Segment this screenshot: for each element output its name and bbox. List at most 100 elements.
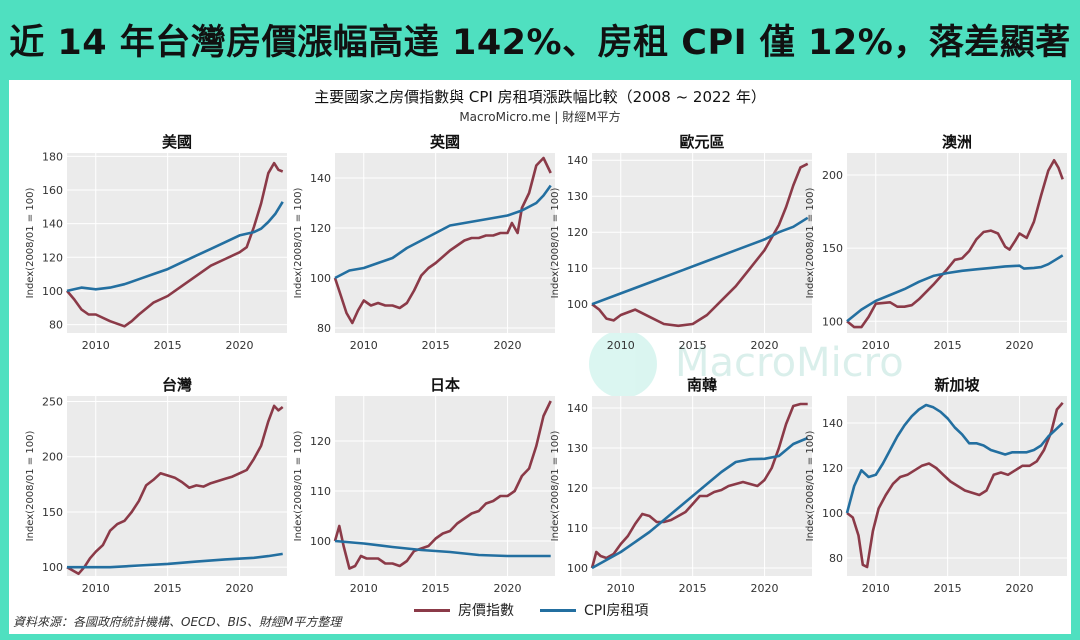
y-tick-label: 100 bbox=[567, 298, 588, 311]
subplot-title: 日本 bbox=[430, 376, 460, 394]
legend-item-house[interactable]: 房價指數 bbox=[414, 600, 514, 620]
y-axis-label: Index(2008/01 = 100) bbox=[550, 431, 561, 542]
y-tick-label: 110 bbox=[310, 485, 331, 498]
series-line-rent bbox=[334, 539, 551, 558]
y-tick-label: 120 bbox=[822, 462, 843, 475]
x-tick-label: 2015 bbox=[934, 582, 962, 595]
series-line-rent bbox=[66, 201, 284, 293]
x-tick-label: 2010 bbox=[82, 582, 110, 595]
x-tick-label: 2015 bbox=[154, 582, 182, 595]
source-note: 資料來源：各國政府統計機構、OECD、BIS、財經M平方整理 bbox=[13, 615, 342, 629]
x-tick-label: 2020 bbox=[226, 582, 254, 595]
y-tick-label: 120 bbox=[567, 226, 588, 239]
x-tick-label: 2010 bbox=[607, 339, 635, 352]
y-tick-label: 130 bbox=[567, 190, 588, 203]
y-axis-label: Index(2008/01 = 100) bbox=[293, 431, 304, 542]
x-tick-label: 2015 bbox=[154, 339, 182, 352]
y-tick-label: 120 bbox=[42, 251, 63, 264]
x-tick-label: 2010 bbox=[862, 339, 890, 352]
y-tick-label: 180 bbox=[42, 150, 63, 163]
y-tick-label: 100 bbox=[567, 562, 588, 575]
small-multiples-grid: 2010 2015 2020 80 100 120 140 160 180 美國 Index(200… bbox=[25, 133, 1067, 595]
legend-item-rent[interactable]: CPI房租項 bbox=[540, 600, 648, 620]
series-line-rent bbox=[67, 552, 283, 569]
y-tick-label: 200 bbox=[42, 451, 63, 464]
y-axis-label: Index(2008/01 = 100) bbox=[805, 431, 816, 542]
series-line-house bbox=[66, 404, 284, 576]
chart-title: 主要國家之房價指數與 CPI 房租項漲跌幅比較（2008 ~ 2022 年） bbox=[314, 88, 766, 106]
y-axis-label: Index(2008/01 = 100) bbox=[805, 188, 816, 299]
y-axis-label: Index(2008/01 = 100) bbox=[25, 431, 36, 542]
x-tick-label: 2020 bbox=[1006, 582, 1034, 595]
y-tick-label: 110 bbox=[567, 522, 588, 535]
y-tick-label: 100 bbox=[822, 315, 843, 328]
x-tick-label: 2010 bbox=[350, 339, 378, 352]
y-axis-label: Index(2008/01 = 100) bbox=[293, 188, 304, 299]
y-tick-label: 160 bbox=[42, 184, 63, 197]
y-tick-label: 150 bbox=[822, 242, 843, 255]
x-tick-label: 2015 bbox=[679, 339, 707, 352]
series-line-house bbox=[333, 400, 552, 570]
y-tick-label: 140 bbox=[42, 218, 63, 231]
y-tick-label: 120 bbox=[310, 222, 331, 235]
legend-swatch-house bbox=[414, 608, 450, 612]
x-tick-label: 2020 bbox=[751, 339, 779, 352]
series-line-rent bbox=[591, 436, 809, 570]
x-tick-label: 2020 bbox=[226, 339, 254, 352]
x-tick-label: 2015 bbox=[422, 339, 450, 352]
series-line-house bbox=[591, 162, 809, 328]
y-tick-label: 140 bbox=[310, 172, 331, 185]
series-line-house bbox=[333, 156, 552, 325]
y-tick-label: 100 bbox=[822, 507, 843, 520]
subplot-7: 2010 2015 2020 80 100 120 140 新加坡 Index(2008/01 … bbox=[805, 376, 1067, 595]
header-banner: 近 14 年台灣房價漲幅高達 142%、房租 CPI 僅 12%，落差顯著 bbox=[0, 0, 1080, 78]
y-tick-label: 100 bbox=[42, 561, 63, 574]
series-line-house bbox=[66, 161, 284, 328]
x-tick-label: 2010 bbox=[607, 582, 635, 595]
subplot-title: 歐元區 bbox=[679, 133, 724, 151]
subplot-title: 美國 bbox=[162, 133, 192, 151]
y-tick-label: 140 bbox=[822, 417, 843, 430]
y-tick-label: 80 bbox=[317, 322, 331, 335]
page-title: 近 14 年台灣房價漲幅高達 142%、房租 CPI 僅 12%，落差顯著 bbox=[9, 22, 1071, 63]
subplot-5: 2010 2015 2020 100 110 120 日本 Index(2008/01 = 1… bbox=[293, 376, 555, 595]
subplot-title: 英國 bbox=[430, 133, 460, 151]
y-tick-label: 120 bbox=[567, 482, 588, 495]
y-tick-label: 100 bbox=[42, 285, 63, 298]
subplot-title: 澳洲 bbox=[942, 133, 972, 151]
subplot-title: 台灣 bbox=[162, 376, 192, 394]
subplot-0: 2010 2015 2020 80 100 120 140 160 180 美國 Index(200… bbox=[25, 133, 287, 352]
series-line-rent bbox=[334, 184, 552, 280]
series-line-rent bbox=[591, 216, 809, 306]
legend-swatch-rent bbox=[540, 608, 576, 612]
y-tick-label: 100 bbox=[310, 535, 331, 548]
legend-label-rent: CPI房租項 bbox=[584, 603, 649, 619]
subplot-title: 新加坡 bbox=[934, 376, 979, 394]
plot-area bbox=[847, 153, 1067, 333]
y-tick-label: 110 bbox=[567, 262, 588, 275]
x-tick-label: 2020 bbox=[494, 582, 522, 595]
chart-subtitle: MacroMicro.me | 財經M平方 bbox=[459, 110, 621, 124]
y-tick-label: 150 bbox=[42, 506, 63, 519]
subplot-title: 南韓 bbox=[687, 376, 717, 394]
y-tick-label: 200 bbox=[822, 169, 843, 182]
series-line-house bbox=[590, 402, 808, 569]
plot-area bbox=[335, 396, 555, 576]
plot-area bbox=[67, 153, 287, 333]
x-tick-label: 2020 bbox=[1006, 339, 1034, 352]
y-axis-label: Index(2008/01 = 100) bbox=[25, 188, 36, 299]
series-line-rent bbox=[845, 403, 1064, 514]
legend: 房價指數 CPI房租項 bbox=[414, 600, 674, 620]
x-tick-label: 2010 bbox=[82, 339, 110, 352]
y-tick-label: 140 bbox=[567, 402, 588, 415]
plot-area bbox=[592, 153, 812, 333]
x-tick-label: 2010 bbox=[862, 582, 890, 595]
subplot-6: 2010 2015 2020 100 110 120 130 140 南韓 Index(2008/… bbox=[550, 376, 812, 595]
x-tick-label: 2010 bbox=[350, 582, 378, 595]
series-line-rent bbox=[846, 254, 1064, 323]
x-tick-label: 2015 bbox=[934, 339, 962, 352]
y-tick-label: 250 bbox=[42, 396, 63, 409]
x-tick-label: 2020 bbox=[494, 339, 522, 352]
y-axis-label: Index(2008/01 = 100) bbox=[550, 188, 561, 299]
y-tick-label: 100 bbox=[310, 272, 331, 285]
